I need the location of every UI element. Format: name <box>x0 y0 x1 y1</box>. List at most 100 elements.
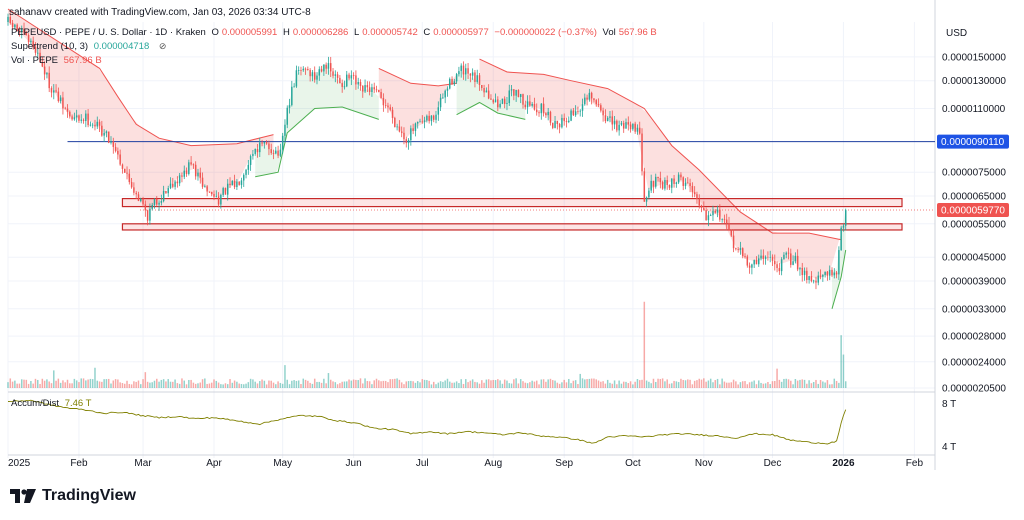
volume-bar <box>119 382 121 388</box>
candle-body <box>519 94 522 98</box>
volume-legend[interactable]: Vol · PEPE 567.96 B <box>11 55 105 66</box>
volume-bar <box>307 380 309 388</box>
candle-body <box>357 82 359 85</box>
volume-bar <box>252 379 254 388</box>
candle-body <box>20 28 23 33</box>
supertrend-legend[interactable]: Supertrend (10, 3) 0.000004718 ⊘ <box>11 41 169 52</box>
tradingview-logo[interactable]: TradingView <box>10 487 136 505</box>
volume-bar <box>103 379 105 388</box>
candle-body <box>391 109 394 118</box>
volume-bar <box>142 379 144 388</box>
symbol-title[interactable]: PEPEUSD · PEPE / U. S. Dollar · 1D · Kra… <box>11 27 206 38</box>
candle-body <box>272 153 275 154</box>
volume-bar <box>66 379 69 388</box>
candle-body <box>606 117 609 122</box>
candle-body <box>98 121 101 126</box>
price-tick-label: 0.0000150000 <box>942 52 1006 63</box>
candle-body <box>185 170 188 174</box>
volume-bar <box>281 383 284 388</box>
volume-bar <box>508 383 511 388</box>
volume-bar <box>822 381 824 388</box>
candle-body <box>529 101 531 106</box>
candle-body <box>542 103 545 114</box>
axes-layer: 0.0000150000 0.0000130000 0.0000110000 0.00… <box>8 52 1006 469</box>
volume-bar <box>838 382 840 388</box>
candle-body <box>655 176 657 187</box>
candle-body <box>50 88 53 93</box>
candle-body <box>446 88 449 91</box>
candle-body <box>568 120 570 123</box>
volume-bar <box>449 381 451 388</box>
volume-bar <box>451 382 453 388</box>
volume-bar <box>144 372 147 388</box>
volume-bar <box>309 382 311 388</box>
candle-body <box>82 119 85 121</box>
visibility-icon[interactable]: ⊘ <box>158 41 167 51</box>
candle-body <box>792 261 794 265</box>
volume-bar <box>428 380 430 388</box>
volume-bar <box>497 379 499 388</box>
candle-body <box>535 109 538 113</box>
candle-body <box>46 72 48 75</box>
candle-body <box>439 97 442 108</box>
candle-body <box>329 63 332 72</box>
candle-body <box>671 178 673 188</box>
volume-bar <box>435 384 437 388</box>
candle-body <box>316 75 318 80</box>
volume-bar <box>471 379 474 388</box>
candle-body <box>451 78 453 85</box>
candle-body <box>53 90 55 93</box>
volume-bar <box>783 378 785 388</box>
volume-bar <box>50 383 53 388</box>
volume-bar <box>490 380 492 388</box>
volume-bar <box>533 381 536 388</box>
candle-body <box>165 190 167 194</box>
candle-body <box>293 86 295 88</box>
candle-body <box>110 141 112 143</box>
candle-body <box>94 124 96 127</box>
candle-body <box>471 72 474 76</box>
candle-body <box>80 119 82 121</box>
candle-body <box>437 107 440 115</box>
volume-bar <box>844 381 847 388</box>
candle-body <box>556 120 559 125</box>
volume-bar <box>261 379 263 388</box>
volume-bar <box>167 379 169 388</box>
candle-body <box>739 248 742 250</box>
candle-body <box>625 122 627 129</box>
candle-body <box>313 72 316 80</box>
volume-bar <box>616 384 618 388</box>
volume-bar <box>698 378 700 388</box>
candle-body <box>265 141 268 144</box>
candle-body <box>682 177 684 186</box>
volume-bar <box>153 380 156 388</box>
candle-body <box>808 276 810 281</box>
candle-body <box>213 194 215 197</box>
candle-body <box>341 83 343 87</box>
volume-bar <box>728 382 730 388</box>
candle-body <box>334 74 337 76</box>
supertrend-line <box>255 106 379 178</box>
volume-bar <box>249 378 252 388</box>
candle-body <box>723 218 726 220</box>
volume-bar <box>158 381 160 388</box>
volume-bar <box>741 381 744 388</box>
volume-bar <box>588 378 591 388</box>
volume-bar <box>327 373 330 388</box>
candle-body <box>430 115 433 122</box>
volume-bar <box>368 381 371 388</box>
time-tick-label: 2025 <box>8 458 31 469</box>
accum-dist-legend[interactable]: Accum/Dist 7.46 T <box>11 398 94 409</box>
candle-body <box>771 256 774 261</box>
candle-body <box>137 194 140 201</box>
candle-body <box>554 120 556 128</box>
time-tick-label: Aug <box>484 458 502 469</box>
candle-body <box>790 253 792 265</box>
candle-body <box>412 128 414 131</box>
volume-bar <box>174 379 176 388</box>
volume-bar <box>245 383 247 388</box>
volume-bar <box>524 382 527 388</box>
volume-bar <box>776 368 778 388</box>
candle-body <box>499 103 501 108</box>
